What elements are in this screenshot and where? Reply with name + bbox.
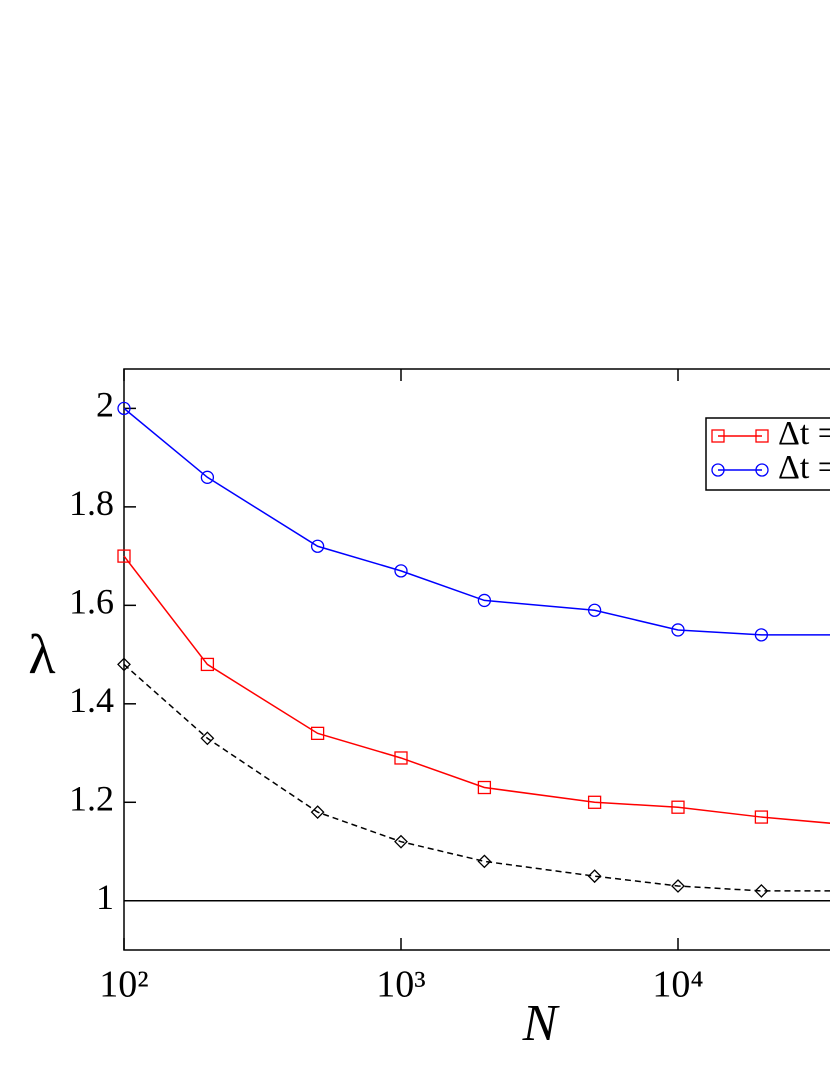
point <box>711 429 725 443</box>
point <box>477 593 492 608</box>
point <box>394 564 408 578</box>
y-axis-label: λ <box>28 624 55 686</box>
x-tick-label: 10² <box>99 964 148 1006</box>
y-tick-label: 1.2 <box>69 779 114 819</box>
point <box>200 470 215 484</box>
point <box>117 657 131 672</box>
x-tick-label: 10³ <box>376 964 425 1006</box>
point <box>754 810 769 824</box>
y-tick-label: 1.8 <box>69 483 114 523</box>
legend-item: Δt = <box>711 415 830 452</box>
legend-label: Δt = <box>778 415 830 452</box>
x-tick-label: 10⁴ <box>652 964 703 1006</box>
legend-label: Δt = <box>778 449 830 486</box>
point <box>310 726 325 741</box>
point <box>755 463 769 477</box>
series-line <box>123 407 830 636</box>
point <box>310 805 325 820</box>
point <box>394 834 408 849</box>
point <box>587 869 602 884</box>
legend-item: Δt = <box>711 449 830 486</box>
point <box>310 539 325 553</box>
y-tick-label: 1 <box>96 877 114 917</box>
point <box>754 883 769 898</box>
point <box>671 879 685 893</box>
point <box>754 628 769 642</box>
y-tick-label: 1.4 <box>69 680 114 720</box>
point <box>200 657 215 672</box>
y-tick-label: 2 <box>96 385 114 425</box>
point <box>200 731 215 746</box>
point <box>477 854 492 869</box>
point <box>671 800 685 814</box>
point <box>117 549 131 563</box>
point <box>755 429 769 443</box>
point <box>711 463 725 477</box>
x-axis-label: N <box>522 995 561 1052</box>
series-line <box>123 555 830 824</box>
point <box>671 623 685 637</box>
plot-frame <box>123 368 830 951</box>
series-line <box>123 663 830 892</box>
point <box>117 401 131 416</box>
point <box>587 603 602 617</box>
point <box>394 751 408 765</box>
point <box>477 780 492 795</box>
point <box>587 795 602 809</box>
y-tick-label: 1.6 <box>69 582 114 622</box>
